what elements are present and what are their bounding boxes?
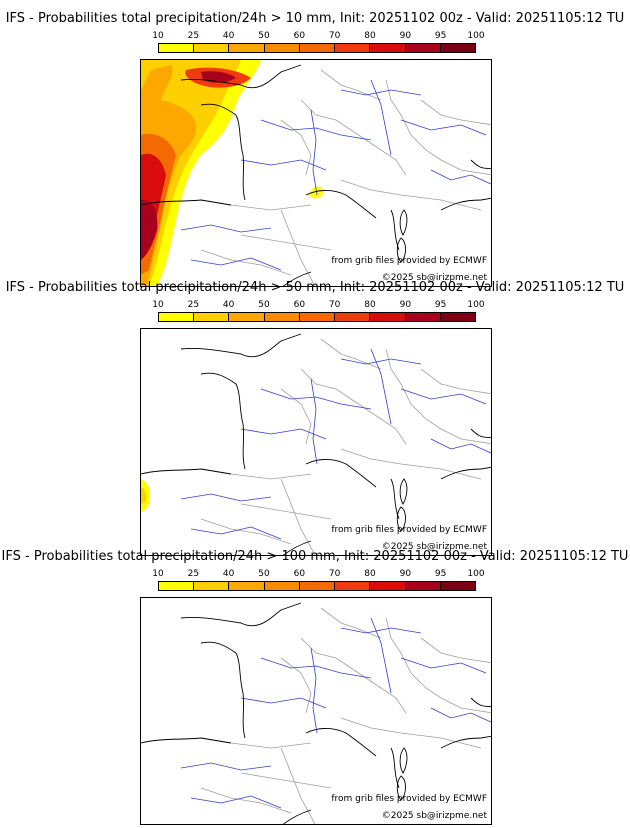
rivers xyxy=(180,79,491,271)
precip-map: from grib files provided by ECMWF ©2025 … xyxy=(140,59,492,287)
panel-title: IFS - Probabilities total precipitation/… xyxy=(5,280,625,295)
legend-swatch xyxy=(159,582,195,590)
legend-tick-label: 70 xyxy=(328,31,341,41)
legend-tick-label: 90 xyxy=(399,31,412,41)
probability-legend: 10 25 40 50 60 70 80 90 95 100 xyxy=(152,31,485,57)
legend-swatch xyxy=(194,582,230,590)
coastline xyxy=(141,64,491,286)
probability-field xyxy=(141,479,151,512)
prob-area-25 xyxy=(141,487,147,504)
legend-swatch xyxy=(159,44,195,52)
legend-swatch xyxy=(335,582,371,590)
legend-colorbar xyxy=(158,581,476,591)
legend-tick-label: 95 xyxy=(434,300,447,310)
legend-swatch xyxy=(194,44,230,52)
source-credit: from grib files provided by ECMWF xyxy=(331,794,487,804)
prob-area-iberia-core xyxy=(141,199,158,260)
legend-tick-label: 10 xyxy=(152,300,164,310)
legend-swatch xyxy=(405,44,441,52)
map-panel-10mm: IFS - Probabilities total precipitation/… xyxy=(0,11,630,287)
map-svg xyxy=(141,602,491,824)
legend-swatch xyxy=(229,313,265,321)
legend-tick-label: 50 xyxy=(258,300,270,310)
legend-swatch xyxy=(405,313,441,321)
probability-field xyxy=(141,60,324,286)
legend-tick-label: 80 xyxy=(364,300,376,310)
legend-swatch xyxy=(264,44,300,52)
legend-swatch xyxy=(299,582,336,590)
legend-swatch xyxy=(299,44,336,52)
legend-tick-labels: 10 25 40 50 60 70 80 90 95 100 xyxy=(152,300,484,311)
coastline xyxy=(141,333,491,555)
probability-legend: 10 25 40 50 60 70 80 90 95 100 xyxy=(152,569,485,595)
legend-swatch xyxy=(405,582,441,590)
probability-legend: 10 25 40 50 60 70 80 90 95 100 xyxy=(152,300,485,326)
rivers xyxy=(180,617,491,809)
legend-tick-label: 100 xyxy=(467,31,485,41)
copyright-credit: ©2025 sb@irizpme.net xyxy=(381,811,487,821)
copyright-credit: ©2025 sb@irizpme.net xyxy=(381,273,487,283)
legend-tick-label: 60 xyxy=(293,300,306,310)
legend-tick-label: 25 xyxy=(187,300,200,310)
legend-tick-label: 60 xyxy=(293,569,306,579)
legend-swatch xyxy=(440,44,475,52)
national-borders xyxy=(200,607,491,824)
panel-title: IFS - Probabilities total precipitation/… xyxy=(5,11,625,26)
legend-swatch xyxy=(299,313,336,321)
legend-tick-label: 80 xyxy=(364,569,376,579)
legend-colorbar xyxy=(158,43,476,53)
legend-swatch xyxy=(440,582,475,590)
legend-swatch xyxy=(264,313,300,321)
map-panel-100mm: IFS - Probabilities total precipitation/… xyxy=(0,549,630,825)
source-credit: from grib files provided by ECMWF xyxy=(331,256,487,266)
legend-tick-label: 70 xyxy=(328,569,341,579)
legend-tick-label: 40 xyxy=(222,300,235,310)
legend-tick-label: 50 xyxy=(258,569,270,579)
legend-tick-label: 50 xyxy=(258,31,270,41)
copyright-credit: ©2025 sb@irizpme.net xyxy=(381,542,487,552)
legend-tick-label: 90 xyxy=(399,300,412,310)
legend-swatch xyxy=(264,582,300,590)
legend-tick-label: 100 xyxy=(467,300,485,310)
legend-swatch xyxy=(229,44,265,52)
legend-swatch xyxy=(335,313,371,321)
legend-tick-labels: 10 25 40 50 60 70 80 90 95 100 xyxy=(152,31,484,42)
legend-swatch xyxy=(370,44,406,52)
legend-swatch xyxy=(370,313,406,321)
legend-tick-label: 60 xyxy=(293,31,306,41)
coastline xyxy=(141,602,491,824)
legend-tick-label: 95 xyxy=(434,31,447,41)
legend-swatch xyxy=(229,582,265,590)
legend-tick-label: 10 xyxy=(152,31,164,41)
source-credit: from grib files provided by ECMWF xyxy=(331,525,487,535)
legend-swatch xyxy=(440,313,475,321)
legend-colorbar xyxy=(158,312,476,322)
legend-tick-label: 40 xyxy=(222,31,235,41)
national-borders xyxy=(200,69,491,286)
legend-tick-label: 80 xyxy=(364,31,376,41)
legend-tick-labels: 10 25 40 50 60 70 80 90 95 100 xyxy=(152,569,484,580)
legend-tick-label: 100 xyxy=(467,569,485,579)
prob-area-north-core xyxy=(201,71,236,83)
legend-swatch xyxy=(370,582,406,590)
map-svg xyxy=(141,60,491,286)
legend-tick-label: 90 xyxy=(399,569,412,579)
precip-map: from grib files provided by ECMWF ©2025 … xyxy=(140,597,492,825)
rivers xyxy=(180,348,491,540)
legend-swatch xyxy=(194,313,230,321)
legend-tick-label: 70 xyxy=(328,300,341,310)
legend-swatch xyxy=(335,44,371,52)
legend-tick-label: 25 xyxy=(187,569,200,579)
panel-title: IFS - Probabilities total precipitation/… xyxy=(1,549,629,564)
legend-tick-label: 10 xyxy=(152,569,164,579)
map-svg xyxy=(141,333,491,555)
map-panel-50mm: IFS - Probabilities total precipitation/… xyxy=(0,280,630,556)
legend-tick-label: 25 xyxy=(187,31,200,41)
legend-tick-label: 40 xyxy=(222,569,235,579)
precip-map: from grib files provided by ECMWF ©2025 … xyxy=(140,328,492,556)
legend-swatch xyxy=(159,313,195,321)
legend-tick-label: 95 xyxy=(434,569,447,579)
